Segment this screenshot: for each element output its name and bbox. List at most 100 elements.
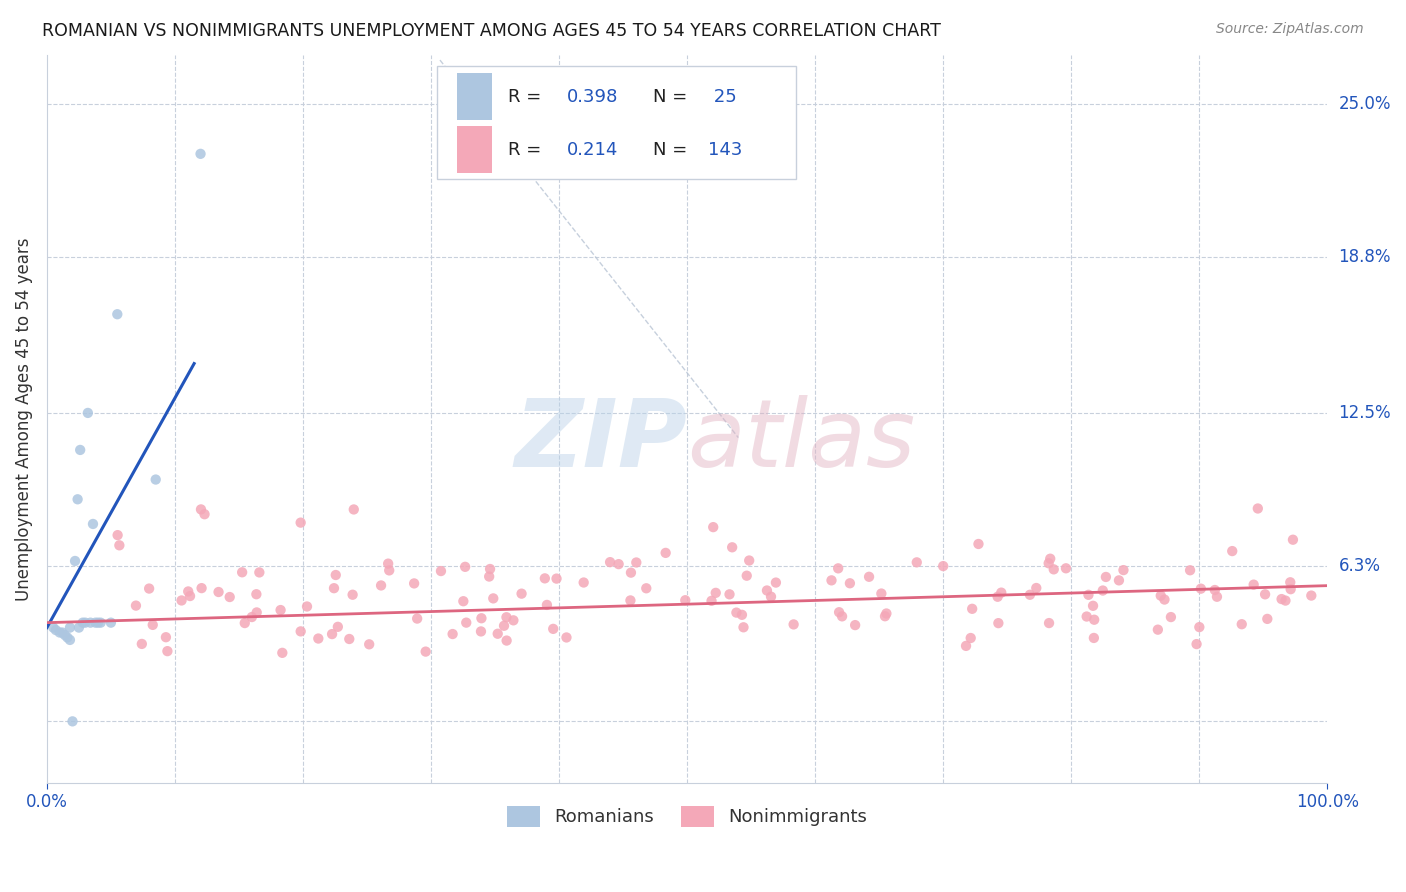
Point xyxy=(987,616,1010,631)
Point xyxy=(735,568,758,582)
Point xyxy=(377,557,399,571)
Point xyxy=(53,628,76,642)
Point xyxy=(1112,563,1135,577)
Point xyxy=(456,615,478,630)
Point xyxy=(555,631,578,645)
Point xyxy=(193,507,215,521)
Point xyxy=(870,586,893,600)
Point xyxy=(725,606,748,620)
Text: 25: 25 xyxy=(707,87,737,105)
Point xyxy=(1147,623,1170,637)
Text: ROMANIAN VS NONIMMIGRANTS UNEMPLOYMENT AMONG AGES 45 TO 54 YEARS CORRELATION CHA: ROMANIAN VS NONIMMIGRANTS UNEMPLOYMENT A… xyxy=(42,22,941,40)
Point xyxy=(1095,570,1118,584)
Text: 0.398: 0.398 xyxy=(567,87,619,105)
Text: N =: N = xyxy=(652,87,693,105)
Text: 143: 143 xyxy=(707,141,742,159)
Point xyxy=(404,576,426,591)
Point xyxy=(1153,592,1175,607)
Point xyxy=(1230,617,1253,632)
Point xyxy=(1160,610,1182,624)
Point xyxy=(905,555,928,569)
Point xyxy=(231,566,253,580)
Point xyxy=(1019,588,1042,602)
Point xyxy=(1254,587,1277,601)
Text: 25.0%: 25.0% xyxy=(1339,95,1391,113)
Point xyxy=(607,557,630,571)
Point xyxy=(1025,581,1047,595)
Point xyxy=(218,590,240,604)
Point xyxy=(492,619,515,633)
Point xyxy=(59,621,82,635)
Point xyxy=(441,627,464,641)
Point xyxy=(486,626,509,640)
Point xyxy=(626,556,648,570)
Point xyxy=(125,599,148,613)
Point xyxy=(1150,589,1173,603)
Point xyxy=(190,146,212,161)
Point xyxy=(1204,582,1226,597)
Point xyxy=(342,588,364,602)
Point xyxy=(700,594,723,608)
Point xyxy=(323,581,346,595)
Point xyxy=(270,603,292,617)
Point xyxy=(62,714,84,729)
Point xyxy=(1054,561,1077,575)
Point xyxy=(1271,592,1294,607)
Point xyxy=(955,639,977,653)
Point xyxy=(1220,544,1243,558)
Point xyxy=(67,621,90,635)
Point xyxy=(145,473,167,487)
Point xyxy=(541,622,564,636)
Point xyxy=(1038,556,1060,570)
Point xyxy=(325,568,347,582)
Point xyxy=(156,644,179,658)
Point xyxy=(1185,637,1208,651)
Bar xyxy=(457,126,492,173)
Point xyxy=(42,621,65,635)
Point xyxy=(56,631,79,645)
Point xyxy=(406,611,429,625)
Point xyxy=(295,599,318,614)
Point xyxy=(1076,609,1098,624)
Point xyxy=(142,618,165,632)
Point xyxy=(155,630,177,644)
Point xyxy=(990,585,1012,599)
Legend: Romanians, Nonimmigrants: Romanians, Nonimmigrants xyxy=(498,797,876,836)
Point xyxy=(240,610,263,624)
Point xyxy=(326,620,349,634)
Point xyxy=(534,571,557,585)
Point xyxy=(82,516,104,531)
Point xyxy=(478,569,501,583)
Point xyxy=(1091,583,1114,598)
Point xyxy=(827,561,849,575)
Point xyxy=(430,564,453,578)
Point xyxy=(59,632,82,647)
Point xyxy=(1189,582,1212,596)
Text: R =: R = xyxy=(508,141,547,159)
Point xyxy=(782,617,804,632)
Point xyxy=(75,615,97,630)
Point xyxy=(190,581,212,595)
Point xyxy=(76,406,98,420)
Point xyxy=(1083,631,1105,645)
Point xyxy=(246,606,269,620)
Point xyxy=(170,593,193,607)
Point xyxy=(1247,501,1270,516)
Point xyxy=(1279,582,1302,597)
Point xyxy=(967,537,990,551)
Point xyxy=(131,637,153,651)
Point xyxy=(987,590,1010,604)
Point xyxy=(415,644,437,658)
Point xyxy=(290,624,312,639)
Point xyxy=(1108,574,1130,588)
Point xyxy=(1083,613,1105,627)
Text: 18.8%: 18.8% xyxy=(1339,249,1391,267)
Text: ZIP: ZIP xyxy=(515,395,688,487)
Point xyxy=(343,502,366,516)
Point xyxy=(546,572,568,586)
Point xyxy=(731,607,754,622)
Point xyxy=(831,609,853,624)
Point xyxy=(495,610,517,624)
Point xyxy=(63,554,86,568)
Point xyxy=(738,553,761,567)
